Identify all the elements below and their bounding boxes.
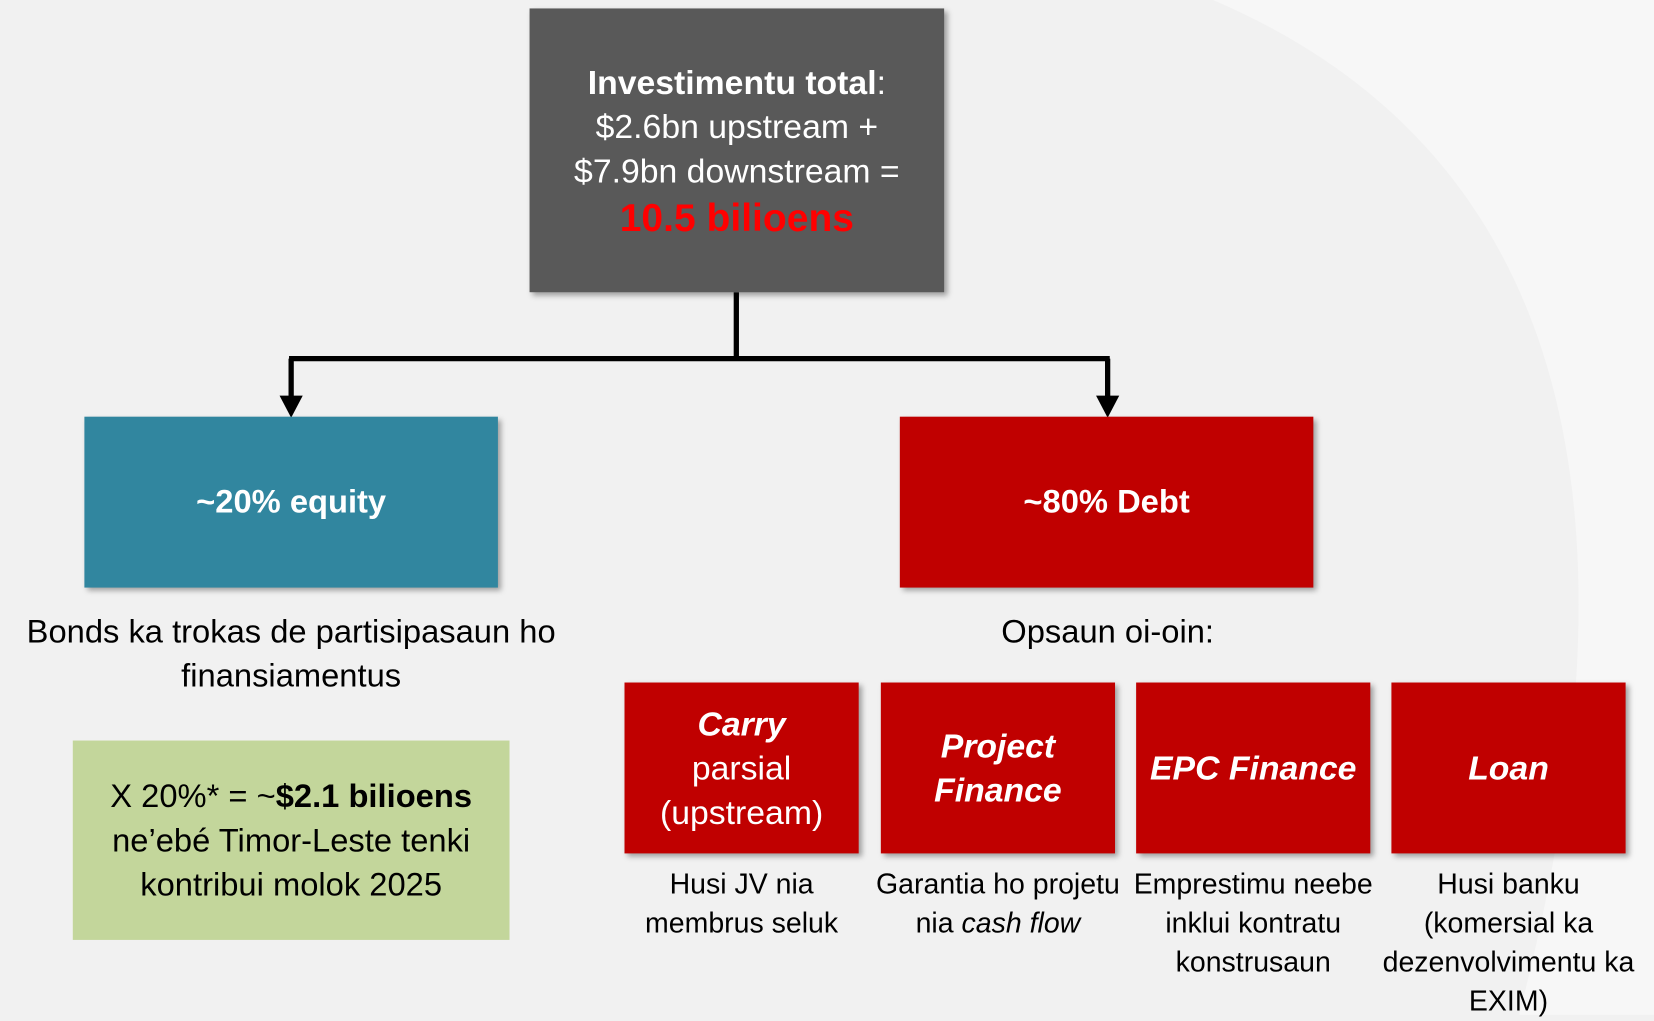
upstream-line: $2.6bn upstream + <box>595 107 879 146</box>
option-box: Carry parsial (upstream) <box>624 682 859 854</box>
option-subtitle: parsial (upstream) <box>659 748 824 832</box>
option-title: Carry <box>697 704 786 743</box>
option-title: Project Finance <box>934 726 1062 810</box>
debt-intro: Opsaun oi-oin: <box>1001 612 1214 650</box>
total-label: Investimentu total <box>587 63 877 102</box>
description-text: Emprestimu neebe inklui kontratu konstru… <box>1133 868 1381 978</box>
connector <box>288 292 1111 399</box>
option-title: EPC Finance <box>1150 748 1357 787</box>
arrow-head <box>1096 395 1120 418</box>
arrow-head <box>279 395 303 418</box>
total-box: Investimentu total: $2.6bn upstream + $7… <box>529 8 945 293</box>
option-description: Husi banku (komersial ka dezenvolvimentu… <box>1381 865 1636 1021</box>
callout-suffix: ne’ebé Timor-Leste tenki kontribui molok… <box>112 776 482 903</box>
debt-label: ~80% Debt <box>1023 483 1190 521</box>
total-amount: 10.5 bilioens <box>619 196 854 240</box>
colon: : <box>876 63 886 102</box>
background-swoosh <box>1213 0 1654 1015</box>
callout-prefix: X 20%* = ~ <box>110 776 276 814</box>
debt-box: ~80% Debt <box>899 416 1314 588</box>
option-box: Loan <box>1391 682 1626 854</box>
equity-note: Bonds ka trokas de partisipasaun ho fina… <box>26 612 556 695</box>
callout-text: X 20%* = ~$2.1 bilioens ne’ebé Timor-Les… <box>94 774 489 907</box>
option-box: Project Finance <box>880 682 1116 854</box>
option-description: Emprestimu neebe inklui kontratu konstru… <box>1126 865 1381 982</box>
callout-box: X 20%* = ~$2.1 bilioens ne’ebé Timor-Les… <box>72 740 510 940</box>
description-text: Husi JV nia membrus seluk <box>645 868 839 939</box>
callout-amount: $2.1 bilioens <box>275 776 473 814</box>
equity-label: ~20% equity <box>196 483 387 521</box>
total-heading: Investimentu total: <box>588 60 886 104</box>
option-description: Husi JV nia membrus seluk <box>614 865 869 943</box>
option-box: EPC Finance <box>1136 682 1371 854</box>
option-title: Loan <box>1468 748 1549 787</box>
option-description: Garantia ho projetu nia cash flow <box>870 865 1125 943</box>
description-text: Husi banku (komersial ka dezenvolvimentu… <box>1382 868 1643 1017</box>
downstream-line: $7.9bn downstream = <box>574 151 900 190</box>
description-text: Garantia ho projetu nia <box>876 868 1128 939</box>
equity-box: ~20% equity <box>84 416 498 588</box>
description-italic: cash flow <box>961 907 1081 939</box>
